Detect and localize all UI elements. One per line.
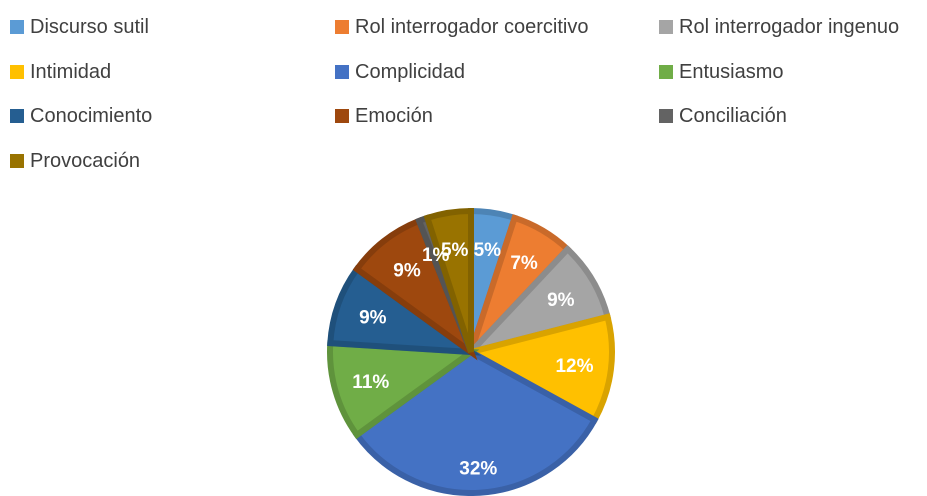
legend-swatch (335, 109, 349, 123)
pie-slice-complicidad (352, 348, 599, 496)
legend-swatch (10, 154, 24, 168)
legend-item-provocacion: Provocación (10, 149, 140, 173)
legend-swatch (659, 109, 673, 123)
legend-item-rol-interrogador-coercitivo: Rol interrogador coercitivo (335, 15, 588, 39)
legend-item-discurso-sutil: Discurso sutil (10, 15, 149, 39)
legend-swatch (10, 65, 24, 79)
legend-swatch (10, 109, 24, 123)
legend-swatch (10, 20, 24, 34)
legend-label: Discurso sutil (30, 15, 149, 38)
legend-label: Conocimiento (30, 104, 153, 127)
data-label-emocion: 9% (393, 261, 421, 282)
legend-label: Intimidad (30, 60, 112, 83)
legend-swatch (335, 65, 349, 79)
legend-label: Emoción (355, 104, 433, 127)
data-label-conocimiento: 9% (359, 308, 387, 329)
legend-item-complicidad: Complicidad (335, 60, 465, 84)
legend-label: Conciliación (679, 104, 787, 127)
legend-label: Complicidad (355, 60, 466, 83)
data-label-rol-interrogador-ingenuo: 9% (547, 290, 575, 311)
legend-label: Provocación (30, 149, 141, 172)
pie-slice-entusiasmo (327, 339, 480, 440)
legend-item-intimidad: Intimidad (10, 60, 111, 84)
legend-item-conciliacion: Conciliación (659, 104, 787, 128)
legend-label: Entusiasmo (679, 60, 784, 83)
data-label-provocacion: 5% (441, 240, 469, 261)
data-label-rol-interrogador-coercitivo: 7% (510, 253, 538, 274)
data-label-conciliacion: 1% (422, 245, 450, 266)
pie-slice-provocacion (423, 207, 474, 353)
data-label-complicidad: 32% (459, 458, 497, 479)
legend-item-conocimiento: Conocimiento (10, 104, 152, 128)
legend-swatch (659, 20, 673, 34)
chart-legend: Discurso sutil Rol interrogador coerciti… (0, 0, 927, 190)
legend-swatch (335, 20, 349, 34)
legend-item-entusiasmo: Entusiasmo (659, 60, 784, 84)
data-label-intimidad: 12% (555, 356, 593, 377)
pie-slice-intimidad (462, 313, 615, 425)
data-label-discurso-sutil: 5% (474, 240, 502, 261)
legend-item-emocion: Emoción (335, 104, 433, 128)
legend-label: Rol interrogador ingenuo (679, 15, 900, 38)
data-label-entusiasmo: 11% (352, 372, 389, 393)
legend-item-rol-interrogador-ingenuo: Rol interrogador ingenuo (659, 15, 899, 39)
legend-label: Rol interrogador coercitivo (355, 15, 589, 38)
legend-swatch (659, 65, 673, 79)
